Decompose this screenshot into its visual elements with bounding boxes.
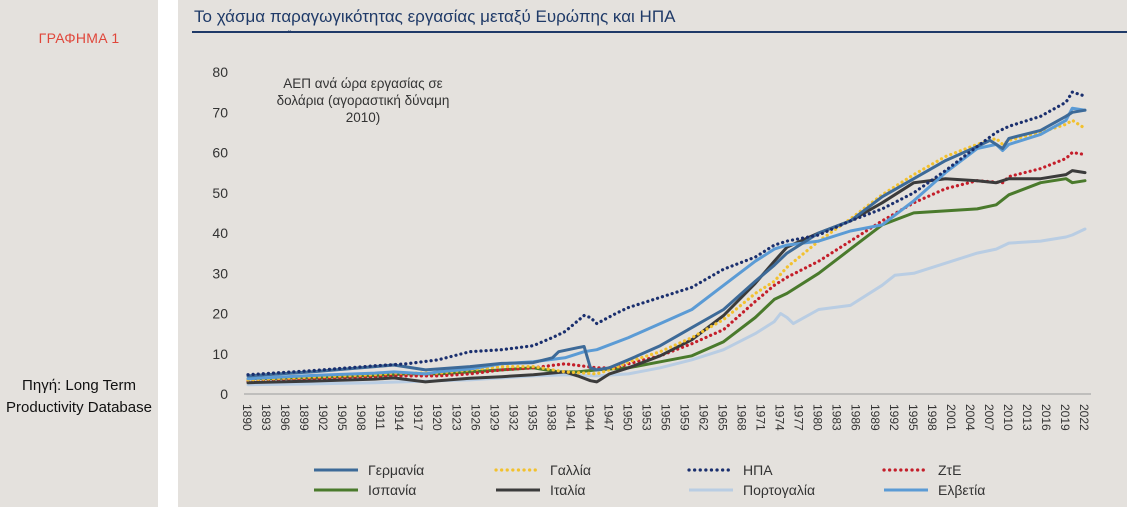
y-tick-label: 80 (212, 64, 228, 80)
series-line (246, 150, 1087, 383)
x-tick-label: 1926 (468, 404, 482, 431)
y-axis-label-line: δολάρια (αγοραστική δύναμη (277, 93, 450, 108)
y-axis-label: ΑΕΠ ανά ώρα εργασίας σε δολάρια (αγοραστι… (277, 76, 450, 125)
legend-label: Ιταλία (550, 482, 586, 498)
sidebar-panel: ΓΡΑΦΗΜΑ 1 Πηγή: Long Term Productivity D… (0, 0, 158, 507)
legend-label: Ελβετία (938, 482, 985, 498)
x-tick-label: 1941 (563, 404, 577, 431)
series-line (246, 118, 1087, 382)
y-axis: 0 10 20 30 40 50 60 70 80 (212, 64, 228, 402)
y-tick-label: 20 (212, 306, 228, 322)
x-tick-label: 1920 (430, 404, 444, 431)
y-axis-label-line: 2010) (346, 110, 381, 125)
x-tick-label: 1905 (335, 404, 349, 431)
x-tick-label: 1995 (906, 404, 920, 431)
x-tick-label: 2022 (1077, 404, 1091, 431)
x-tick-label: 1947 (601, 404, 615, 431)
legend-label: ΖτΕ (938, 462, 961, 478)
x-tick-label: 2010 (1001, 404, 1015, 431)
x-tick-label: 2001 (944, 404, 958, 431)
source-note: Πηγή: Long Term Productivity Database (6, 377, 152, 416)
x-tick-label: 1977 (792, 404, 806, 431)
title-notch: ˇ (288, 29, 291, 39)
x-tick-label: 1989 (868, 404, 882, 431)
series-line (246, 106, 1087, 381)
y-tick-label: 30 (212, 265, 228, 281)
x-tick-label: 2016 (1039, 404, 1053, 431)
x-tick-label: 1908 (354, 404, 368, 431)
x-tick-label: 1917 (411, 404, 425, 431)
series-line (246, 177, 1087, 381)
legend-label: Γερμανία (368, 462, 424, 478)
y-tick-label: 50 (212, 185, 228, 201)
series-line (246, 169, 1087, 385)
series-lines (246, 90, 1087, 387)
x-tick-label: 2019 (1058, 404, 1072, 431)
chart-panel: Το χάσμα παραγωγικότητας εργασίας μεταξύ… (178, 0, 1127, 507)
x-tick-label: 2007 (982, 404, 996, 431)
x-tick-label: 1944 (582, 404, 596, 431)
x-tick-label: 1962 (697, 404, 711, 431)
x-tick-label: 1956 (659, 404, 673, 431)
x-tick-label: 2004 (963, 404, 977, 431)
x-tick-label: 1899 (297, 404, 311, 431)
x-tick-label: 1974 (773, 404, 787, 431)
x-tick-label: 1929 (487, 404, 501, 431)
panel-gap (158, 0, 178, 507)
x-tick-label: 1959 (678, 404, 692, 431)
x-tick-label: 1986 (849, 404, 863, 431)
legend-label: Πορτογαλία (743, 482, 815, 498)
series-line (246, 108, 1087, 378)
legend-label: Ισπανία (368, 482, 416, 498)
x-tick-label: 1992 (887, 404, 901, 431)
x-tick-label: 1923 (449, 404, 463, 431)
line-chart: 0 10 20 30 40 50 60 70 80 1890 1893 1896 1899 1902 19… (212, 64, 1091, 498)
y-tick-label: 40 (212, 225, 228, 241)
title-rule (192, 31, 1127, 33)
x-tick-label: 1980 (811, 404, 825, 431)
x-tick-label: 1935 (525, 404, 539, 431)
x-tick-label: 1950 (620, 404, 634, 431)
x-tick-label: 1953 (639, 404, 653, 431)
x-tick-label: 2013 (1020, 404, 1034, 431)
x-tick-label: 1902 (316, 404, 330, 431)
x-tick-label: 1893 (259, 404, 273, 431)
y-tick-label: 0 (220, 386, 228, 402)
x-tick-label: 1911 (373, 404, 387, 430)
y-tick-label: 60 (212, 145, 228, 161)
x-tick-label: 1965 (716, 404, 730, 431)
x-tick-label: 1932 (506, 404, 520, 431)
x-tick-label: 1998 (925, 404, 939, 431)
legend: Γερμανία Γαλλία ΗΠΑ ΖτΕ Ισπανία Ιταλία Πορτογα… (314, 462, 985, 498)
chart-number-label: ΓΡΑΦΗΜΑ 1 (38, 30, 120, 46)
y-tick-label: 10 (212, 346, 228, 362)
x-tick-label: 1938 (544, 404, 558, 431)
x-tick-label: 1890 (240, 404, 254, 431)
x-axis: 1890 1893 1896 1899 1902 1905 1908 1911 1914 1917… (240, 393, 1091, 431)
y-tick-label: 70 (212, 104, 228, 120)
x-tick-label: 1983 (830, 404, 844, 431)
legend-label: ΗΠΑ (743, 462, 773, 478)
y-axis-label-line: ΑΕΠ ανά ώρα εργασίας σε (283, 76, 442, 91)
x-tick-label: 1914 (392, 404, 406, 431)
legend-label: Γαλλία (550, 462, 591, 478)
chart-title: Το χάσμα παραγωγικότητας εργασίας μεταξύ… (194, 7, 676, 26)
x-tick-label: 1896 (278, 404, 292, 431)
series-line (246, 90, 1087, 377)
x-tick-label: 1968 (735, 404, 749, 431)
x-tick-label: 1971 (754, 404, 768, 431)
